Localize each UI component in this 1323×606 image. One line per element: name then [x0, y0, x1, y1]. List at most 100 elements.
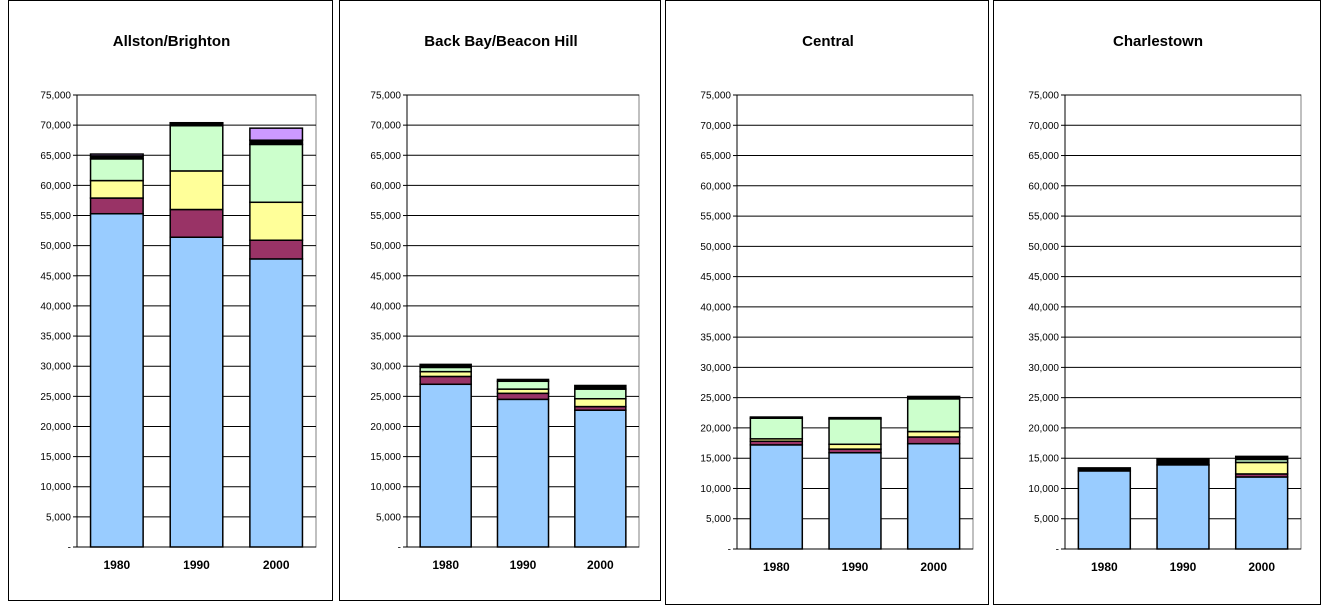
x-tick-label: 1990: [1170, 560, 1197, 574]
bar-segment: [89, 197, 144, 215]
bar-segment: [169, 236, 224, 548]
y-tick-label: -: [68, 543, 71, 554]
y-tick-label: 50,000: [370, 241, 401, 252]
bar-segment: [249, 127, 304, 141]
bar-segment: [749, 417, 804, 440]
y-tick-label: 30,000: [1028, 363, 1059, 374]
y-tick-label: 60,000: [1028, 181, 1059, 192]
y-tick-label: 50,000: [1028, 242, 1059, 253]
bar-segment: [169, 170, 224, 211]
y-tick-label: 30,000: [370, 362, 401, 373]
y-tick-label: 30,000: [700, 363, 731, 374]
y-tick-label: 25,000: [40, 392, 71, 403]
y-tick-label: 45,000: [1028, 272, 1059, 283]
y-tick-label: 65,000: [700, 151, 731, 162]
y-tick-label: 70,000: [1028, 121, 1059, 132]
bar-segment: [906, 395, 961, 400]
bar-segment: [828, 418, 882, 446]
chart-panel-back-bay-beacon-hill: Back Bay/Beacon Hill - 5,000 10,000 15,000 20…: [339, 0, 661, 601]
bar-segment: [496, 392, 550, 401]
chart-title: Back Bay/Beacon Hill: [424, 33, 577, 50]
y-tick-label: 40,000: [1028, 302, 1059, 313]
x-tick-label: 1980: [103, 558, 130, 572]
y-tick-label: 50,000: [40, 241, 71, 252]
y-tick-label: 55,000: [1028, 212, 1059, 223]
y-tick-label: 70,000: [40, 121, 71, 132]
bar-segment: [169, 208, 224, 238]
y-tick-label: -: [728, 545, 731, 556]
y-tick-label: 35,000: [370, 332, 401, 343]
bar-segment: [169, 124, 224, 172]
y-tick-label: 45,000: [40, 271, 71, 282]
y-tick-label: 50,000: [700, 242, 731, 253]
y-tick-label: 25,000: [1028, 393, 1059, 404]
bar-segment: [419, 375, 472, 386]
bar-segment: [906, 442, 961, 550]
y-tick-label: 15,000: [700, 454, 731, 465]
chart-svg: Allston/Brighton - 5,000 10,000 15,000 20,000…: [40, 33, 317, 572]
bar-segment: [906, 430, 961, 438]
x-tick-label: 2000: [263, 558, 290, 572]
y-tick-label: 45,000: [370, 271, 401, 282]
y-tick-label: 35,000: [1028, 333, 1059, 344]
bar-segment: [574, 409, 627, 548]
y-tick-label: 5,000: [706, 514, 731, 525]
bar-segment: [828, 416, 882, 420]
y-tick-label: 60,000: [370, 181, 401, 192]
chart-svg: Back Bay/Beacon Hill - 5,000 10,000 15,000 20…: [370, 33, 640, 572]
bar-segment: [1156, 458, 1210, 466]
bar-segment: [1156, 464, 1210, 550]
bar-segment: [249, 258, 304, 548]
chart-panel-charlestown: Charlestown - 5,000 10,000 15,000 20,000 25,00…: [993, 0, 1321, 605]
y-tick-label: 55,000: [40, 211, 71, 222]
y-tick-label: 65,000: [370, 151, 401, 162]
bar-segment: [89, 158, 144, 182]
x-tick-label: 1990: [842, 560, 869, 574]
y-tick-label: 60,000: [700, 181, 731, 192]
y-tick-label: 5,000: [46, 512, 71, 523]
bar-segment: [496, 378, 550, 383]
chart-panel-allston-brighton: Allston/Brighton - 5,000 10,000 15,000 20,000…: [8, 0, 333, 601]
bar-segment: [828, 452, 882, 550]
x-tick-label: 1980: [1091, 560, 1118, 574]
x-tick-label: 1980: [763, 560, 790, 574]
bar-segment: [419, 383, 472, 548]
y-tick-label: 15,000: [1028, 454, 1059, 465]
x-tick-label: 1990: [183, 558, 210, 572]
bar-segment: [1234, 455, 1289, 461]
y-tick-label: 60,000: [40, 181, 71, 192]
bar-segment: [906, 436, 961, 445]
bar-segment: [1234, 461, 1289, 475]
y-tick-label: 55,000: [700, 212, 731, 223]
y-tick-label: 15,000: [370, 452, 401, 463]
bar-segment: [574, 388, 627, 400]
x-tick-label: 2000: [920, 560, 947, 574]
x-tick-label: 1980: [432, 558, 459, 572]
y-tick-label: 35,000: [700, 333, 731, 344]
y-tick-label: 25,000: [370, 392, 401, 403]
y-tick-label: 75,000: [370, 91, 401, 102]
y-tick-label: 5,000: [376, 512, 401, 523]
y-tick-label: 25,000: [700, 393, 731, 404]
bar-segment: [1077, 470, 1132, 550]
y-tick-label: 20,000: [370, 422, 401, 433]
chart-svg: Charlestown - 5,000 10,000 15,000 20,000 25,00…: [1028, 33, 1302, 574]
y-tick-label: 40,000: [40, 301, 71, 312]
y-tick-label: 10,000: [370, 482, 401, 493]
bar-segment: [89, 212, 144, 548]
x-tick-label: 2000: [587, 558, 614, 572]
y-tick-label: 70,000: [370, 121, 401, 132]
bar-segment: [249, 201, 304, 241]
bar-segment: [1077, 467, 1132, 472]
y-tick-label: -: [1056, 545, 1059, 556]
y-tick-label: 10,000: [40, 482, 71, 493]
bar-segment: [249, 239, 304, 260]
chart-title: Central: [802, 33, 854, 50]
y-tick-label: 65,000: [1028, 151, 1059, 162]
y-tick-label: 75,000: [700, 91, 731, 102]
y-tick-label: 10,000: [1028, 484, 1059, 495]
bar-segment: [419, 363, 472, 369]
chart-panel-central: Central - 5,000 10,000 15,000 20,000 25,000 30,…: [665, 0, 989, 605]
bar-segment: [749, 416, 804, 419]
chart-title: Allston/Brighton: [113, 33, 230, 50]
